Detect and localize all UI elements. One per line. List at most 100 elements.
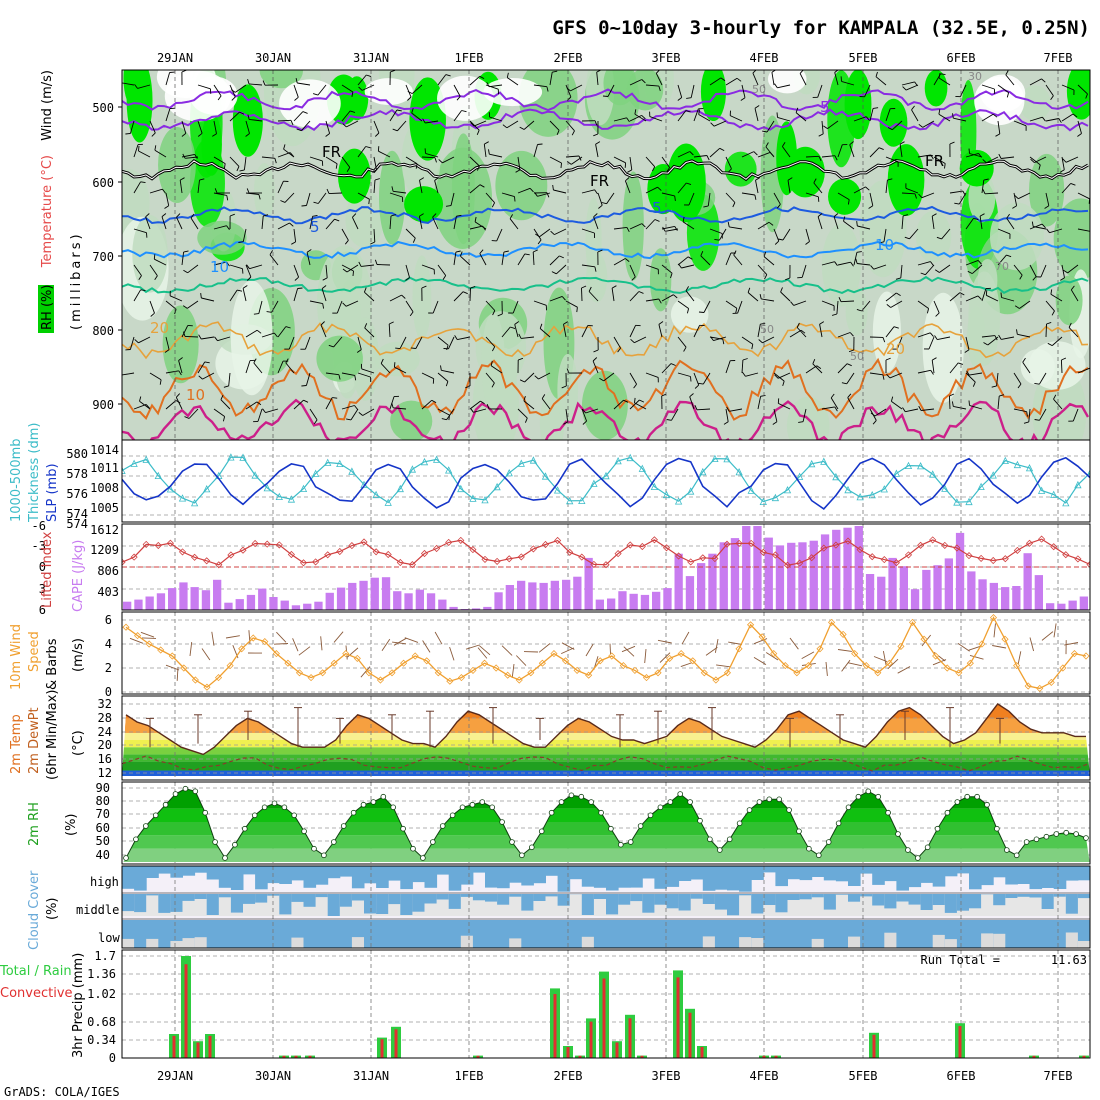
precip-tick: 1.7: [94, 949, 116, 963]
lifted-marker: [1001, 555, 1009, 563]
cape-bar: [573, 576, 582, 610]
wind-barb-flag: [936, 236, 942, 240]
wind-barb-flag: [552, 184, 554, 191]
cloud-low-bar: [763, 920, 776, 948]
rh2m-marker: [390, 804, 397, 811]
wind-barb-flag: [560, 162, 562, 169]
wind-barb: [757, 396, 762, 410]
wind-barb: [245, 120, 250, 134]
wind-barb: [175, 397, 183, 410]
wind-barb-flag: [1030, 158, 1035, 163]
cloud-middle-bg: [267, 894, 280, 916]
cloud-middle-bar: [303, 894, 317, 907]
cloud-middle-bar: [1077, 894, 1090, 899]
cloud-middle-bar: [1041, 894, 1055, 909]
contour-label: 5: [310, 218, 320, 236]
cape-bar: [719, 542, 728, 610]
wind-barb: [178, 360, 183, 374]
wind-barb-flag: [849, 141, 854, 146]
wind-barb: [565, 408, 569, 422]
cloud-middle-bg: [811, 894, 825, 916]
cloud-low-bar: [969, 920, 982, 948]
wind-barb: [938, 77, 951, 86]
lifted-tick-top: -6: [32, 519, 46, 533]
precip-conv-bar: [566, 1047, 570, 1058]
top-date-label: 3FEB: [652, 51, 681, 65]
rh-axis-label: RH (%): [40, 285, 55, 330]
temp2m-unit: (°C): [71, 730, 86, 756]
wind-barb-flag: [1022, 357, 1026, 363]
wind-barb: [830, 397, 839, 410]
wind-barb: [917, 261, 931, 266]
contour-label: 70: [995, 260, 1009, 273]
wind-barb: [917, 369, 931, 374]
top-date-label: 31JAN: [353, 51, 389, 65]
rh2m-marker: [1073, 831, 1079, 837]
wind-barb-flag: [795, 107, 799, 113]
wind-barb: [389, 215, 392, 230]
cloud-middle-bar: [630, 894, 643, 902]
precip-conv-bar: [700, 1047, 704, 1058]
rh2m-marker: [340, 823, 347, 829]
cloud-high-bar: [557, 866, 571, 892]
wind-barb-flag: [470, 285, 476, 289]
rh2m-marker: [895, 831, 901, 837]
wind-barb: [1060, 359, 1063, 374]
wind-barb: [1029, 116, 1043, 122]
wind-barb-flag: [931, 357, 937, 361]
wind-barb-flag: [372, 169, 377, 173]
cloud-low-bar: [206, 920, 220, 948]
wind-barb-flag: [774, 374, 779, 379]
lifted-marker: [203, 557, 211, 565]
wind-barb: [1077, 228, 1090, 232]
wind-barb: [412, 84, 423, 94]
wind-barb-flag: [164, 205, 169, 209]
cloud-middle-bg: [315, 894, 329, 916]
cape-bar: [708, 553, 717, 610]
precip-conv-bar: [208, 1035, 212, 1058]
wind-barb-flag: [982, 189, 986, 194]
wind-barb: [393, 407, 407, 410]
wind-barb-flag: [754, 105, 760, 109]
wind-barb-flag: [246, 188, 250, 194]
wind-barb: [661, 192, 675, 197]
wind-barb-flag: [641, 223, 646, 228]
wind-barb-flag: [334, 218, 340, 222]
rh2m-marker: [746, 807, 753, 813]
wind-barb-flag: [670, 273, 673, 279]
cloud-high-bar: [436, 866, 450, 875]
wind-barb: [905, 187, 919, 194]
cape-bar: [483, 606, 492, 610]
wind-barb-flag: [782, 380, 785, 387]
lifted-marker: [796, 559, 804, 567]
rh2m-marker: [994, 825, 1000, 832]
wind-barbs: [122, 70, 1090, 425]
wind-barb-flag: [297, 287, 303, 289]
wind-barb-flag: [896, 292, 901, 296]
cloud-high-bar: [908, 866, 922, 888]
wind-barb: [986, 294, 999, 302]
rh2m-marker: [469, 801, 476, 808]
wind-barb-flag: [798, 421, 804, 423]
slp-tick: 1008: [90, 481, 119, 495]
lifted-marker: [529, 545, 537, 553]
lifted-marker: [336, 547, 344, 556]
wind-barb: [821, 300, 835, 307]
wind-barb-flag: [484, 141, 489, 145]
cloud-middle-bar: [606, 894, 619, 915]
wind10m-barb: [825, 661, 828, 676]
wind10m-tick: 0: [105, 685, 112, 699]
slp-tick: 1005: [90, 501, 119, 515]
upper-left-labels: Wind (m/s) Temperature (°C) RH (%) (mill…: [38, 70, 84, 333]
cape-bar: [888, 557, 897, 610]
contour-10: [122, 240, 1089, 260]
cloud-low-bar: [521, 920, 534, 948]
wind-barb: [931, 216, 935, 230]
wind-barb-flag: [930, 154, 934, 160]
cape-bar: [877, 576, 886, 610]
wind-barb-flag: [998, 153, 1002, 159]
wind-barb: [507, 77, 519, 86]
wind-barb-flag: [714, 238, 720, 241]
wind-barb: [965, 372, 976, 383]
